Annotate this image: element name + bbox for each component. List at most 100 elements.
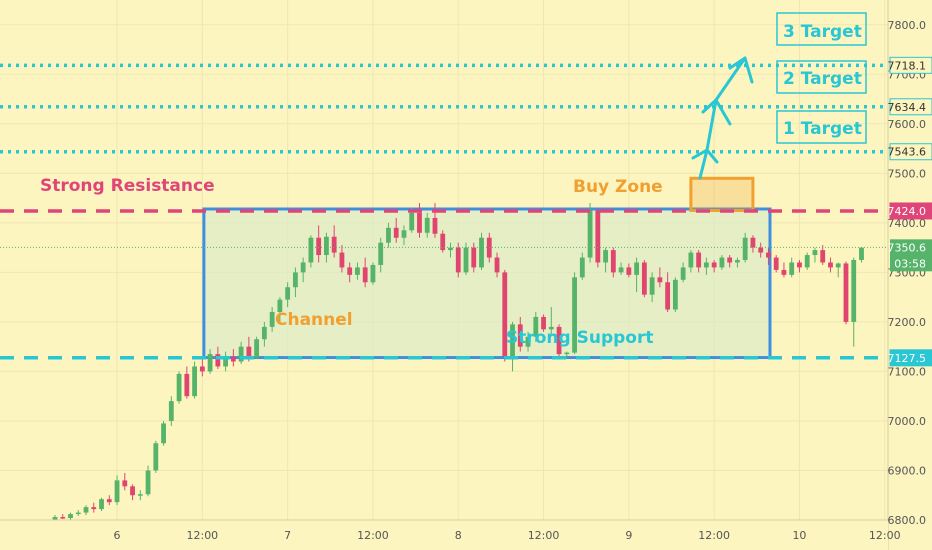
candle-body xyxy=(626,267,632,275)
candle-body xyxy=(510,324,515,357)
candle-body xyxy=(99,499,104,510)
level-price-tag: 7543.6 xyxy=(888,143,932,161)
candle-body xyxy=(828,262,833,268)
candle xyxy=(68,512,73,520)
candle xyxy=(758,242,764,258)
candle-body xyxy=(797,262,802,268)
candle xyxy=(417,203,422,238)
candle xyxy=(316,225,322,263)
candle-body xyxy=(719,257,725,268)
candle xyxy=(851,257,857,347)
candle-body xyxy=(254,339,260,358)
horizontal-levels xyxy=(0,63,888,360)
candle xyxy=(114,475,120,506)
candle-body xyxy=(463,247,469,273)
candle xyxy=(843,261,849,325)
candle xyxy=(153,440,159,473)
candle-body xyxy=(355,267,360,275)
candle-body xyxy=(789,262,795,275)
candle-body xyxy=(479,237,484,268)
candle-body xyxy=(60,517,66,519)
candle-body xyxy=(587,210,593,258)
candle xyxy=(649,272,655,303)
candle xyxy=(494,252,500,278)
candle-body xyxy=(735,260,740,263)
x-tick-label: 12:00 xyxy=(357,529,389,542)
candle-body xyxy=(347,267,353,275)
candle-body xyxy=(634,262,640,275)
candle xyxy=(223,351,229,372)
candle xyxy=(610,247,616,278)
candle xyxy=(735,257,740,268)
candle-body xyxy=(238,346,244,362)
candle-body xyxy=(781,269,787,275)
target-arrows xyxy=(691,56,754,180)
candle xyxy=(145,465,151,497)
candle xyxy=(773,255,779,273)
candle xyxy=(386,222,391,248)
candle xyxy=(432,203,438,238)
target-1-box: 1 Target xyxy=(776,110,867,144)
candle-body xyxy=(331,236,337,253)
candle xyxy=(556,324,562,357)
candle-body xyxy=(277,299,283,312)
candle xyxy=(804,252,810,270)
candle xyxy=(517,316,523,352)
candle-body xyxy=(455,247,461,273)
candle xyxy=(308,235,314,268)
candle xyxy=(192,361,197,399)
level-price-tag: 7634.4 xyxy=(888,98,932,116)
candle xyxy=(828,257,833,273)
candle-body xyxy=(672,279,678,310)
level-price-tag-bg xyxy=(889,143,932,161)
candle xyxy=(401,225,407,246)
time-axis[interactable]: 6 12:00 7 12:00 8 12:00 9 12:00 10 12:00 xyxy=(0,519,901,550)
candle-body xyxy=(649,277,655,295)
channel-box xyxy=(202,207,772,360)
candle xyxy=(533,312,539,342)
candle-body xyxy=(859,247,864,260)
candle xyxy=(541,314,546,332)
candle-body xyxy=(386,227,391,243)
candle xyxy=(680,262,686,283)
y-tick-label: 7000.0 xyxy=(888,415,927,428)
candle-body xyxy=(417,212,422,233)
x-tick-label: 12:00 xyxy=(869,529,901,542)
last-price-tag-bg xyxy=(890,239,932,272)
candle-body xyxy=(517,324,523,347)
target-2-frame xyxy=(776,60,867,94)
candle-body xyxy=(223,356,229,367)
candle-body xyxy=(610,250,616,273)
candle-body xyxy=(564,352,570,355)
level-price-tag-bg xyxy=(889,98,932,116)
candle-body xyxy=(502,272,508,357)
candle-body xyxy=(703,262,709,268)
channel-box-layer xyxy=(202,207,772,360)
y-tick-label: 7100.0 xyxy=(888,365,927,378)
candle xyxy=(285,282,291,308)
candle-body xyxy=(835,263,841,268)
candle xyxy=(176,371,182,404)
candle-body xyxy=(145,470,151,495)
candle xyxy=(603,247,608,273)
candle-body xyxy=(533,316,539,337)
candle-body xyxy=(52,517,58,520)
candle-body xyxy=(83,507,89,513)
candle-body xyxy=(122,480,128,487)
y-tick-label: 7800.0 xyxy=(888,19,927,32)
candle xyxy=(665,272,671,312)
price-axis[interactable]: 7800.07700.07600.07500.07400.07300.07200… xyxy=(887,0,932,550)
candle-body xyxy=(300,262,306,273)
candle-body xyxy=(843,263,849,322)
candle-body xyxy=(75,512,81,515)
candle xyxy=(742,232,748,263)
candle-body xyxy=(378,242,384,265)
candle-body xyxy=(471,247,477,268)
candle-body xyxy=(494,257,500,273)
candle xyxy=(347,262,353,283)
candle xyxy=(479,232,484,270)
x-tick-label: 12:00 xyxy=(698,529,730,542)
level-price-tag: 7424.0 xyxy=(888,202,932,220)
level-price-tag-bg xyxy=(889,349,932,367)
